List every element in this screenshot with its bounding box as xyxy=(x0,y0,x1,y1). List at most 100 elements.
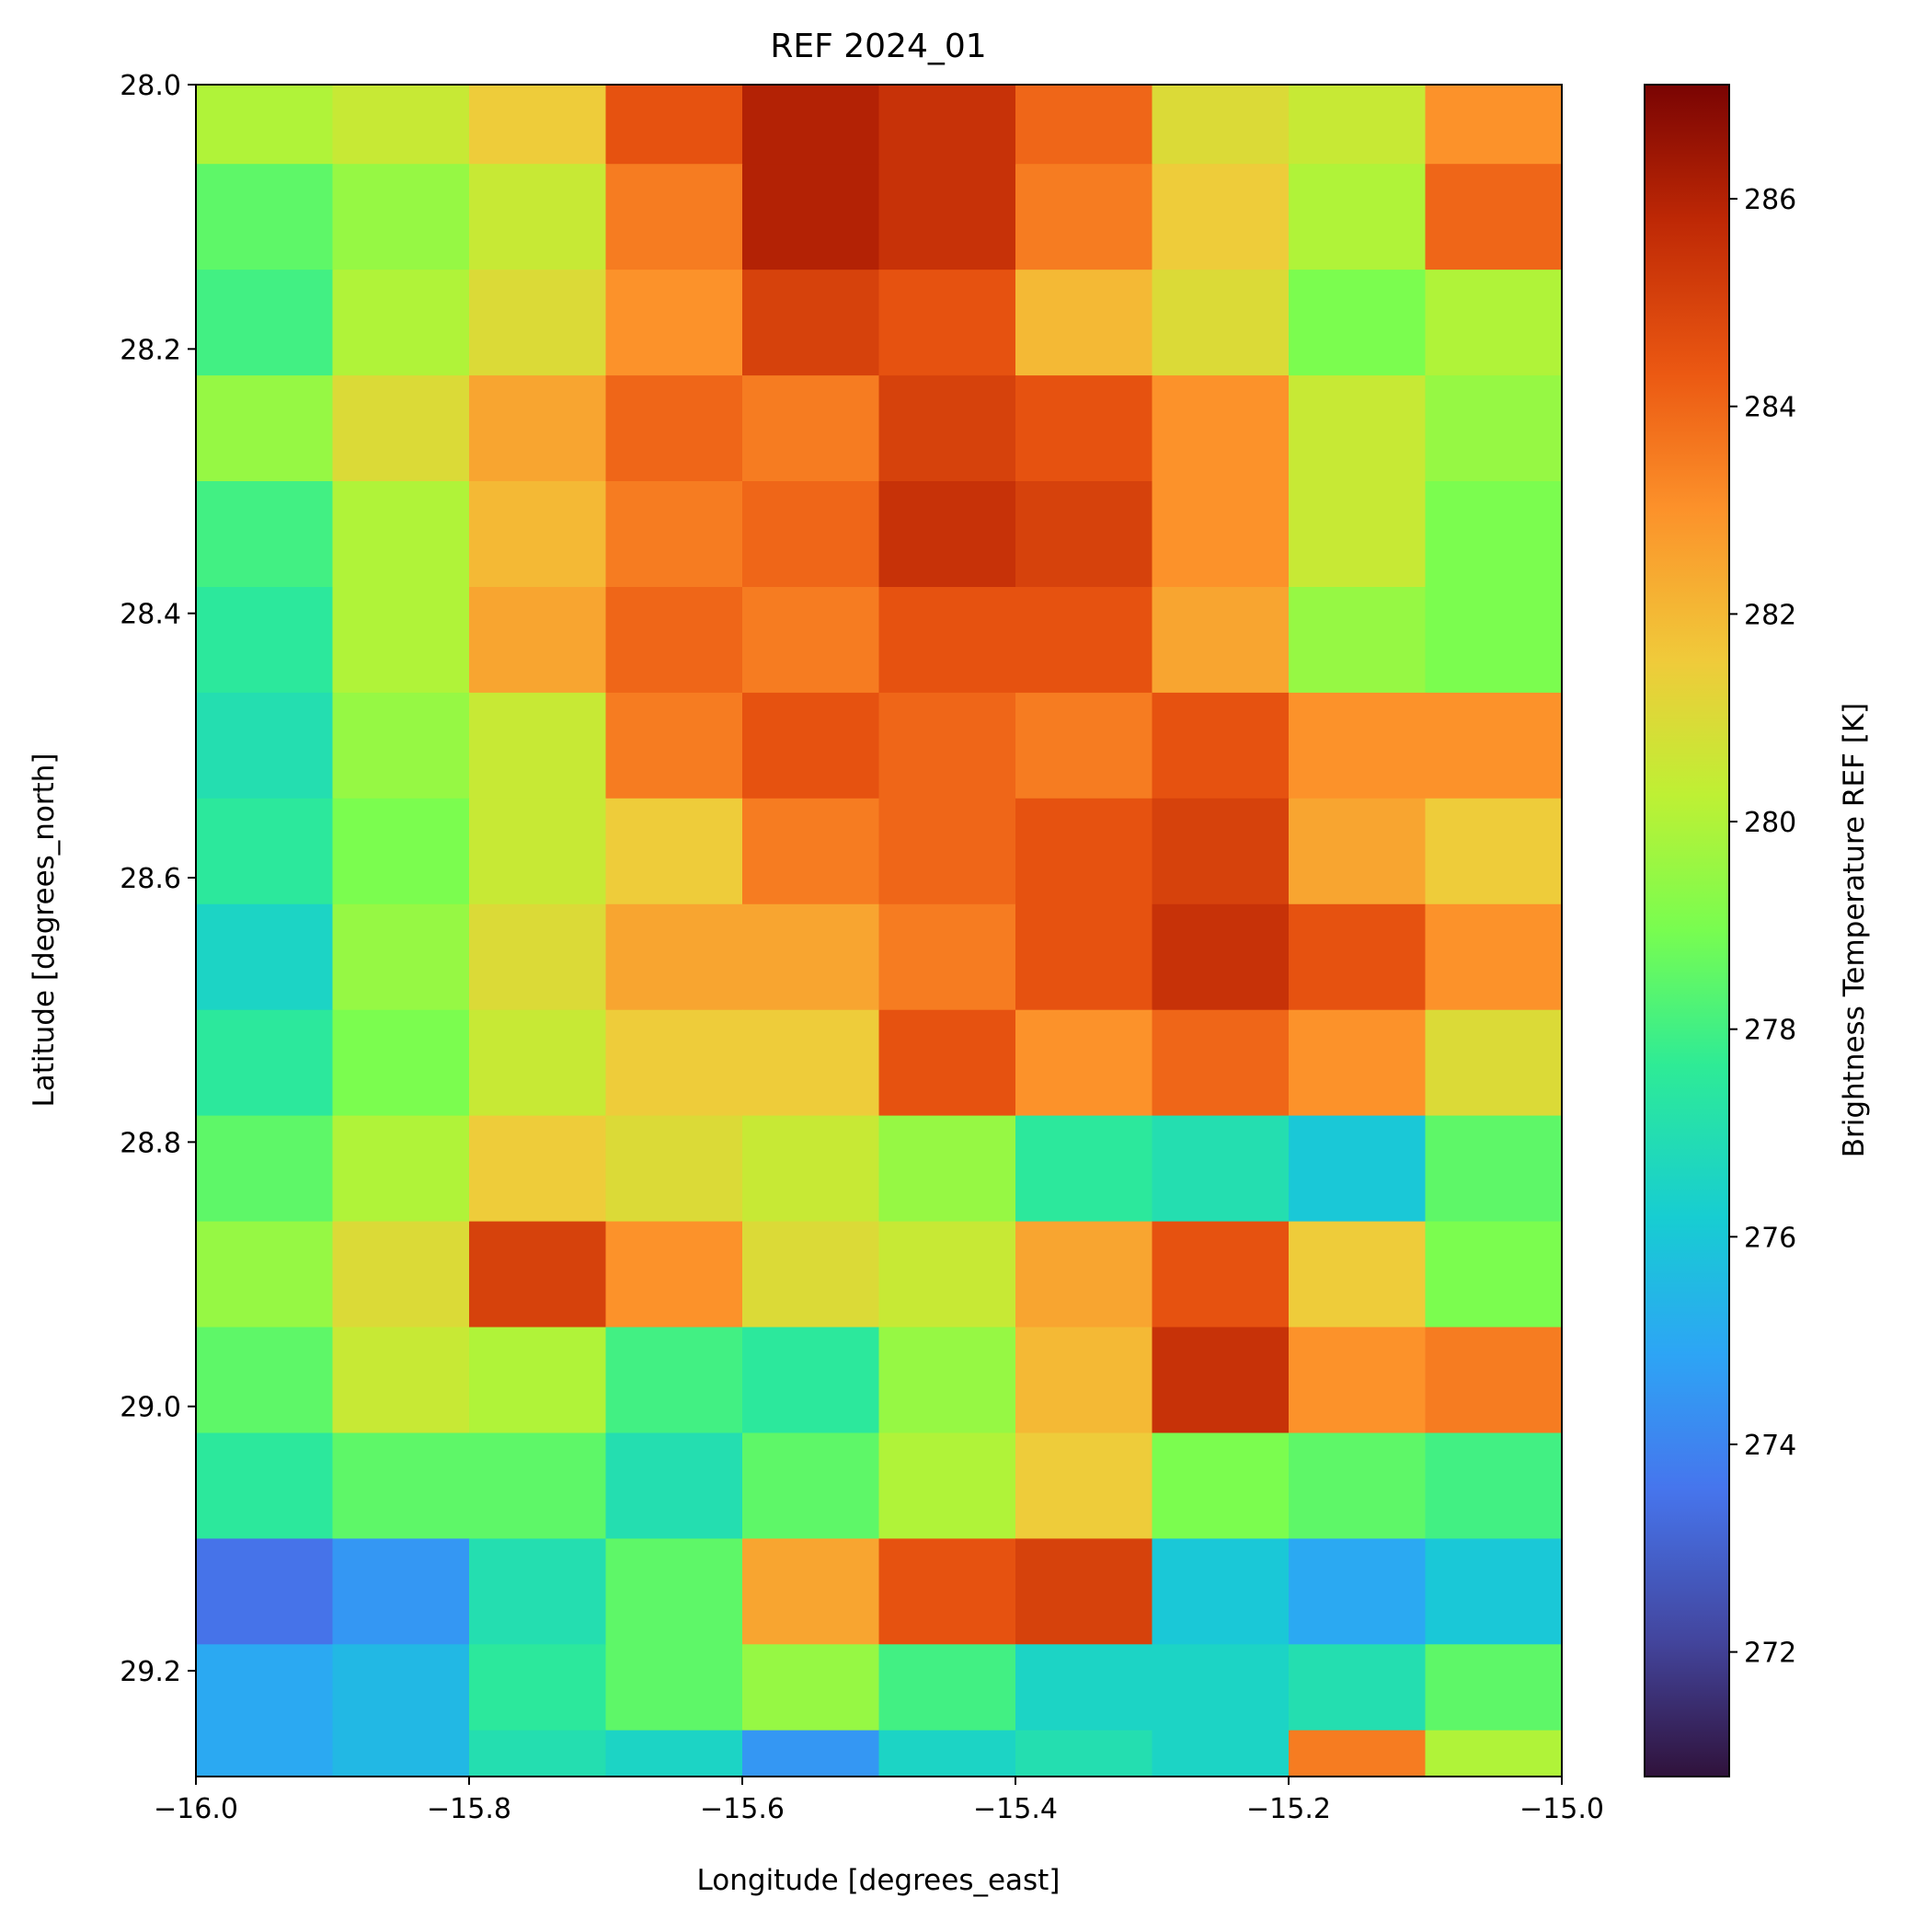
heatmap-cell xyxy=(196,1115,334,1223)
heatmap-cell xyxy=(332,1538,470,1646)
heatmap-cell xyxy=(742,1009,880,1117)
heatmap-cell xyxy=(1015,481,1153,588)
colorbar-ticks: 272 274 276 278 280 282 284 286 xyxy=(1729,184,1796,1670)
heatmap-cell xyxy=(1289,692,1427,799)
heatmap-cell xyxy=(1015,1538,1153,1646)
y-tick-label: 29.0 xyxy=(120,1392,181,1424)
colorbar-tick-label: 274 xyxy=(1744,1430,1796,1462)
heatmap-cell xyxy=(1289,1221,1427,1328)
heatmap-cell xyxy=(605,1432,743,1540)
heatmap-cell xyxy=(196,1009,334,1117)
heatmap-cell xyxy=(332,270,470,376)
heatmap-cell xyxy=(1015,375,1153,482)
heatmap-cell xyxy=(1289,1730,1427,1777)
heatmap-cell xyxy=(196,587,334,694)
x-tick-label: −15.0 xyxy=(1519,1793,1604,1825)
heatmap-cell xyxy=(605,85,743,165)
heatmap-cell xyxy=(742,1327,880,1434)
heatmap-cell xyxy=(605,1538,743,1646)
heatmap-cell xyxy=(878,1327,1016,1434)
heatmap-cell xyxy=(1425,1115,1562,1223)
heatmap-cell xyxy=(469,85,607,165)
heatmap-cell xyxy=(1425,1009,1562,1117)
heatmap-cell xyxy=(196,1432,334,1540)
heatmap-cell xyxy=(1015,903,1153,1011)
heatmap-cell xyxy=(1152,587,1290,694)
heatmap-cell xyxy=(1289,1115,1427,1223)
heatmap-cell xyxy=(878,1730,1016,1777)
colorbar-tick-label: 286 xyxy=(1744,184,1796,216)
heatmap-cell xyxy=(1015,1009,1153,1117)
heatmap-cell xyxy=(605,1009,743,1117)
heatmap-cell xyxy=(332,1432,470,1540)
heatmap-cell xyxy=(469,270,607,376)
x-axis-label: Longitude [degrees_east] xyxy=(697,1864,1061,1897)
heatmap-cell xyxy=(1015,798,1153,905)
x-tick-label: −15.6 xyxy=(700,1793,785,1825)
heatmap-cell xyxy=(196,1538,334,1646)
heatmap-plot xyxy=(195,84,1563,1777)
x-tick-label: −15.8 xyxy=(427,1793,511,1825)
heatmap-cell xyxy=(196,1644,334,1731)
heatmap-cell xyxy=(1152,270,1290,376)
heatmap-cell xyxy=(878,692,1016,799)
heatmap-cell xyxy=(742,164,880,270)
heatmap-cell xyxy=(1152,798,1290,905)
heatmap-cell xyxy=(1015,1327,1153,1434)
heatmap-cell xyxy=(878,1009,1016,1117)
heatmap-cell xyxy=(742,481,880,588)
heatmap-cell xyxy=(878,903,1016,1011)
heatmap-cell xyxy=(332,164,470,270)
colorbar-tick-label: 276 xyxy=(1744,1222,1796,1254)
heatmap-cell xyxy=(1152,1009,1290,1117)
heatmap-cell xyxy=(742,1115,880,1223)
heatmap-cell xyxy=(332,481,470,588)
heatmap-cell xyxy=(469,692,607,799)
heatmap-cell xyxy=(1289,903,1427,1011)
heatmap-cell xyxy=(469,1432,607,1540)
heatmap-cell xyxy=(332,798,470,905)
heatmap-cell xyxy=(742,1432,880,1540)
heatmap-cell xyxy=(469,375,607,482)
heatmap-cell xyxy=(1152,85,1290,165)
colorbar: 272 274 276 278 280 282 284 286 xyxy=(1644,84,1796,1777)
heatmap-cell xyxy=(742,903,880,1011)
heatmap-cell xyxy=(196,692,334,799)
heatmap-cell xyxy=(1015,1115,1153,1223)
y-axis-label: Latitude [degrees_north] xyxy=(28,753,61,1107)
heatmap-cell xyxy=(1289,375,1427,482)
heatmap-cell xyxy=(878,85,1016,165)
heatmap-cell xyxy=(1015,587,1153,694)
heatmap-cell xyxy=(332,1009,470,1117)
heatmap-cell xyxy=(196,798,334,905)
heatmap-cell xyxy=(1152,1538,1290,1646)
heatmap-cell xyxy=(469,1009,607,1117)
heatmap-cells xyxy=(196,85,1562,1777)
heatmap-cell xyxy=(1015,1432,1153,1540)
colorbar-frame xyxy=(1644,84,1730,1777)
heatmap-cell xyxy=(1152,1432,1290,1540)
x-tick-label: −15.2 xyxy=(1246,1793,1331,1825)
heatmap-cell xyxy=(1425,1432,1562,1540)
heatmap-cell xyxy=(332,1115,470,1223)
colorbar-label: Brightness Temperature REF [K] xyxy=(1838,703,1871,1158)
heatmap-cell xyxy=(469,1327,607,1434)
heatmap-cell xyxy=(469,1115,607,1223)
heatmap-cell xyxy=(742,270,880,376)
heatmap-cell xyxy=(605,587,743,694)
heatmap-cell xyxy=(878,798,1016,905)
plot-frame xyxy=(195,84,1563,1777)
heatmap-cell xyxy=(469,481,607,588)
y-axis: 28.0 28.2 28.4 28.6 28.8 29.0 29.2 xyxy=(120,70,196,1688)
heatmap-cell xyxy=(605,1730,743,1777)
y-tick-label: 28.4 xyxy=(120,599,181,631)
heatmap-cell xyxy=(196,164,334,270)
heatmap-cell xyxy=(605,903,743,1011)
heatmap-cell xyxy=(1289,1432,1427,1540)
heatmap-cell xyxy=(1289,85,1427,165)
heatmap-cell xyxy=(605,1221,743,1328)
heatmap-cell xyxy=(1425,1730,1562,1777)
heatmap-cell xyxy=(605,692,743,799)
heatmap-cell xyxy=(332,1221,470,1328)
heatmap-cell xyxy=(878,1644,1016,1731)
